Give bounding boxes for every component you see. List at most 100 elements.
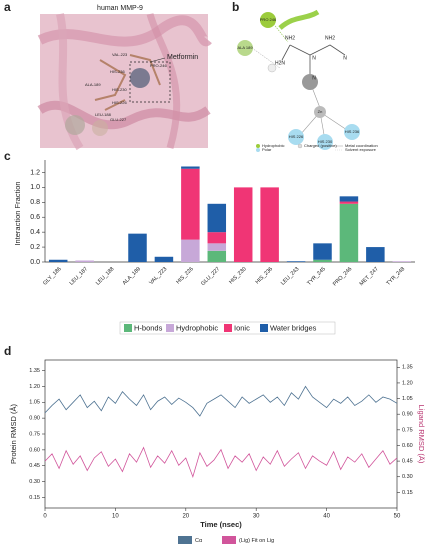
x-axis-title: Time (nsec) <box>200 520 242 529</box>
bar-segment <box>313 259 332 262</box>
panel-label: c <box>4 149 11 163</box>
x-tick-label: GLU_227 <box>200 266 221 287</box>
interaction-diagram <box>237 9 360 152</box>
x-tick-label: PRO_246 <box>332 266 353 287</box>
bar-segment <box>339 203 359 262</box>
residue-label: PRO-246 <box>150 63 167 68</box>
y2-tick-label: 1.05 <box>402 396 413 402</box>
bar-segment <box>181 239 200 262</box>
y2-tick-label: 0.60 <box>402 443 413 449</box>
legend-label: H-bonds <box>134 323 163 332</box>
y-tick-label: 0.6 <box>30 214 40 221</box>
node-label: PRO 246 <box>260 17 277 22</box>
legend-swatch <box>224 324 232 332</box>
residue-label: GLU-227 <box>110 117 127 122</box>
panel-label: a <box>4 0 11 14</box>
y-tick-label: 0.15 <box>29 495 40 501</box>
y-tick-label: 1.05 <box>29 400 40 406</box>
line-series <box>44 385 398 417</box>
y2-tick-label: 0.45 <box>402 459 413 465</box>
legend-swatch <box>178 536 192 544</box>
legend-label: (Lig) Fit on Lig <box>239 538 274 544</box>
atom-label: NH2 <box>325 35 335 41</box>
y-tick-label: 1.35 <box>29 368 40 374</box>
bar-segment <box>128 233 147 262</box>
y-tick-label: 1.0 <box>30 184 40 191</box>
legend-swatch <box>260 324 268 332</box>
bar-segment <box>339 201 359 204</box>
structure-image <box>37 13 212 151</box>
legend-label: Ionic <box>234 323 250 332</box>
legend-swatch <box>124 324 132 332</box>
y2-tick-label: 1.35 <box>402 365 413 371</box>
legend-box <box>119 321 336 335</box>
x-tick-label: LEU_243 <box>280 266 300 286</box>
legend-swatch <box>222 536 236 544</box>
y-axis-title: Interaction Fraction <box>13 181 22 245</box>
bar-segment <box>392 261 412 262</box>
x-tick-label: 30 <box>253 514 260 520</box>
atom-label: H2N <box>275 60 285 66</box>
legend-label: Cα <box>195 538 203 544</box>
legend-label: Solvent exposure <box>345 147 377 152</box>
node-label: ALA 189 <box>237 45 253 50</box>
y2-tick-label: 0.30 <box>402 474 413 480</box>
panel-title: human MMP-9 <box>97 5 143 12</box>
node-label: Zn <box>318 109 323 114</box>
x-tick-label: 50 <box>394 514 401 520</box>
residue-label: HIS-230 <box>112 87 127 92</box>
y-tick-label: 1.2 <box>30 169 40 176</box>
legend-label: Metal coordination <box>345 143 378 148</box>
x-tick-label: 40 <box>323 514 330 520</box>
atom-label: N <box>312 55 316 61</box>
residue-label: HIS-226 <box>112 100 127 105</box>
atom-label: N <box>312 75 316 81</box>
y2-tick-label: 0.90 <box>402 412 413 418</box>
bar-segment <box>207 243 227 251</box>
y-tick-label: 0.0 <box>30 259 40 266</box>
legend-label: Charged (positive) <box>304 143 337 148</box>
x-tick-label: TYR_245 <box>306 266 327 287</box>
x-tick-label: LEU_187 <box>69 266 89 286</box>
bar-segment <box>48 259 68 262</box>
y-tick-label: 0.90 <box>29 416 40 422</box>
bar-segment <box>181 166 200 169</box>
x-tick-label: HIS_230 <box>228 266 247 285</box>
panel-label: b <box>232 0 239 14</box>
bar-segment <box>207 203 227 233</box>
x-tick-label: 0 <box>43 514 47 520</box>
x-tick-label: HIS_236 <box>255 266 274 285</box>
x-tick-label: HIS_226 <box>175 266 194 285</box>
x-tick-label: TYR_248 <box>386 266 407 287</box>
bar-segment <box>75 260 94 262</box>
y2-tick-label: 0.75 <box>402 427 413 433</box>
atom-label: NH2 <box>285 35 295 41</box>
atom-label: N <box>343 55 347 61</box>
y-tick-label: 0.75 <box>29 431 40 437</box>
y2-tick-label: 1.20 <box>402 380 413 386</box>
bar-segment <box>154 256 174 262</box>
y-tick-label: 0.4 <box>30 229 40 236</box>
plot-frame <box>44 359 398 509</box>
legend-label: Hydrophobic <box>176 323 218 332</box>
bar-segment <box>366 247 385 262</box>
x-tick-label: GLY_186 <box>42 266 62 286</box>
residue-label: VAL-223 <box>112 52 128 57</box>
y-tick-label: 0.45 <box>29 463 40 469</box>
y2-axis-title: Ligand RMSD (Å) <box>417 405 425 464</box>
residue-label: LEU-188 <box>95 112 112 117</box>
ligand-label: Metformin <box>167 54 198 61</box>
bar-segment <box>339 196 359 202</box>
y-tick-label: 0.30 <box>29 479 40 485</box>
residue-label: ALA-189 <box>85 82 101 87</box>
y2-tick-label: 0.15 <box>402 490 413 496</box>
x-tick-label: 20 <box>182 514 189 520</box>
line-series <box>44 446 398 478</box>
bar-segment <box>181 168 200 240</box>
x-tick-label: LEU_188 <box>95 266 115 286</box>
y-tick-label: 0.8 <box>30 199 40 206</box>
x-tick-label: MET_247 <box>359 266 380 287</box>
x-tick-label: VAL_223 <box>148 266 168 286</box>
x-tick-label: ALA_189 <box>122 266 142 286</box>
